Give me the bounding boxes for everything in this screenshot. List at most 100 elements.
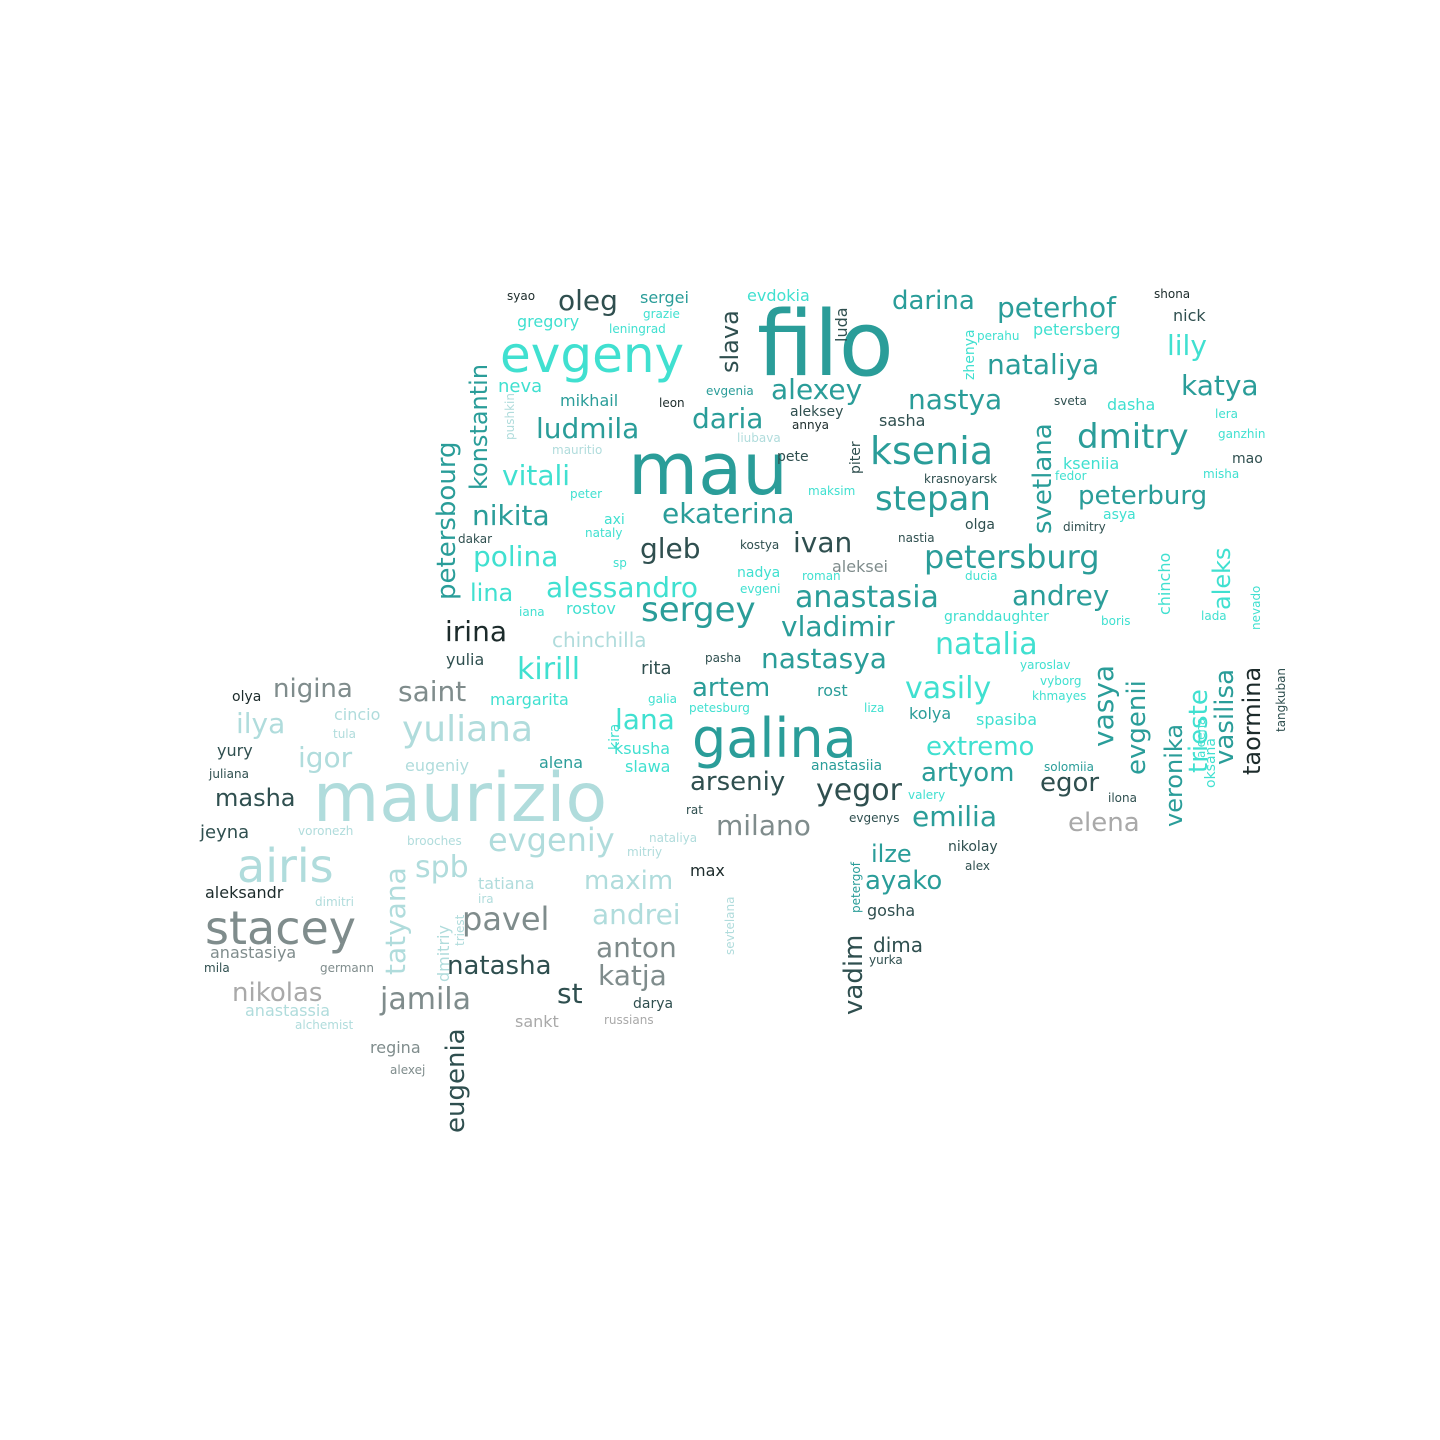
cloud-word: dasha — [1107, 395, 1156, 414]
cloud-word: dmitry — [1077, 417, 1189, 457]
cloud-word: dakar — [458, 532, 492, 546]
cloud-word: gosha — [867, 901, 916, 920]
cloud-word: peterburg — [1078, 481, 1208, 511]
cloud-word: syao — [507, 289, 536, 303]
cloud-word: ksenia — [870, 429, 994, 473]
cloud-word: anton — [596, 931, 677, 964]
cloud-word: nataly — [585, 526, 623, 540]
cloud-word: mau — [628, 427, 788, 511]
cloud-word: valery — [908, 788, 946, 802]
cloud-word: vitali — [502, 459, 571, 492]
cloud-word: annya — [792, 418, 830, 432]
cloud-word: lina — [470, 579, 514, 607]
cloud-word: misha — [1203, 467, 1240, 481]
cloud-word: pushkin — [503, 393, 517, 440]
cloud-word: peterhof — [997, 291, 1116, 324]
cloud-word: pete — [777, 449, 809, 465]
cloud-word: axi — [604, 512, 625, 528]
cloud-word: tangkuban — [1274, 667, 1288, 732]
cloud-word: boris — [1101, 614, 1131, 628]
cloud-word: irina — [445, 615, 507, 648]
cloud-word: slava — [716, 310, 744, 373]
cloud-word: olya — [232, 689, 262, 705]
cloud-word: voronezh — [298, 824, 354, 838]
cloud-word: max — [690, 861, 725, 880]
cloud-word: aleksey — [790, 404, 844, 420]
cloud-word: mila — [204, 961, 230, 975]
cloud-word: slawa — [625, 757, 671, 776]
cloud-word: kostya — [740, 538, 780, 552]
cloud-word: dimitri — [315, 895, 354, 909]
cloud-word: grazie — [643, 307, 680, 321]
cloud-word: petergof — [849, 862, 863, 913]
cloud-word: tatiana — [478, 874, 535, 893]
cloud-word: kolya — [909, 704, 952, 723]
cloud-word: dima — [873, 933, 923, 957]
cloud-word: ksusha — [614, 739, 671, 758]
cloud-word: dimitry — [1063, 520, 1106, 534]
cloud-word: ilze — [871, 840, 912, 868]
cloud-word: konstantin — [465, 363, 493, 490]
cloud-word: nadya — [737, 565, 781, 581]
cloud-word: nick — [1173, 306, 1206, 325]
cloud-word: alexej — [390, 1063, 426, 1077]
cloud-word: airis — [237, 839, 334, 893]
cloud-word: veronika — [1160, 723, 1188, 827]
cloud-word: aleksandr — [205, 883, 284, 902]
cloud-word: olga — [965, 517, 995, 533]
cloud-word: alessandro — [546, 571, 699, 604]
cloud-word: stacey — [205, 901, 357, 955]
cloud-word: natalia — [935, 627, 1038, 662]
cloud-word: evgenia — [706, 384, 754, 398]
cloud-word: lily — [1167, 329, 1207, 362]
cloud-word: spasiba — [976, 710, 1038, 729]
cloud-word: tula — [333, 727, 356, 741]
cloud-word: chinchilla — [552, 628, 647, 652]
cloud-word: dmitriy — [434, 925, 453, 982]
cloud-word: filo — [757, 292, 894, 397]
cloud-word: gleb — [640, 532, 701, 565]
cloud-word: ivan — [793, 526, 853, 559]
cloud-word: evgenii — [1122, 680, 1152, 775]
cloud-word: sergey — [641, 590, 756, 630]
cloud-word: vasya — [1087, 664, 1120, 747]
cloud-word: asya — [1103, 507, 1136, 523]
cloud-word: nikolas — [232, 978, 323, 1008]
cloud-word: nigina — [273, 674, 353, 704]
cloud-word: pasha — [705, 651, 742, 665]
cloud-word: nataliya — [987, 348, 1100, 381]
cloud-word: petersburg — [924, 538, 1100, 576]
cloud-word: cincio — [334, 705, 381, 724]
cloud-word: evgeny — [500, 326, 685, 384]
cloud-word: evdokia — [747, 286, 810, 305]
cloud-word: nastia — [898, 531, 935, 545]
cloud-word: katja — [598, 959, 667, 992]
cloud-word: polina — [473, 540, 559, 573]
cloud-word: lada — [1201, 609, 1227, 623]
cloud-word: petersberg — [1033, 320, 1121, 339]
cloud-word: granddaughter — [944, 609, 1049, 625]
cloud-word: khmayes — [1032, 689, 1087, 703]
cloud-word: vladimir — [781, 610, 895, 643]
cloud-word: evgeniy — [488, 821, 615, 859]
cloud-word: spb — [415, 850, 469, 885]
cloud-word: petersbourg — [432, 441, 462, 600]
cloud-word: egor — [1040, 768, 1100, 798]
cloud-word: darina — [892, 286, 975, 316]
cloud-word: yegor — [816, 773, 902, 808]
cloud-word: nevado — [1249, 585, 1263, 630]
cloud-word: rat — [686, 803, 703, 817]
cloud-word: margarita — [490, 690, 569, 709]
cloud-word: evgenys — [849, 811, 900, 825]
cloud-word: mauritio — [552, 443, 603, 457]
cloud-word: tatyana — [379, 867, 412, 975]
cloud-word: regina — [370, 1038, 421, 1057]
cloud-word: ilya — [236, 707, 286, 740]
cloud-word: sasha — [879, 411, 926, 430]
cloud-word: mitriy — [627, 845, 663, 859]
cloud-word: st — [557, 977, 583, 1010]
cloud-word: anastassia — [245, 1001, 331, 1020]
cloud-word: vasily — [905, 671, 992, 706]
cloud-word: vyborg — [1040, 674, 1082, 688]
cloud-word: perahu — [977, 329, 1020, 343]
